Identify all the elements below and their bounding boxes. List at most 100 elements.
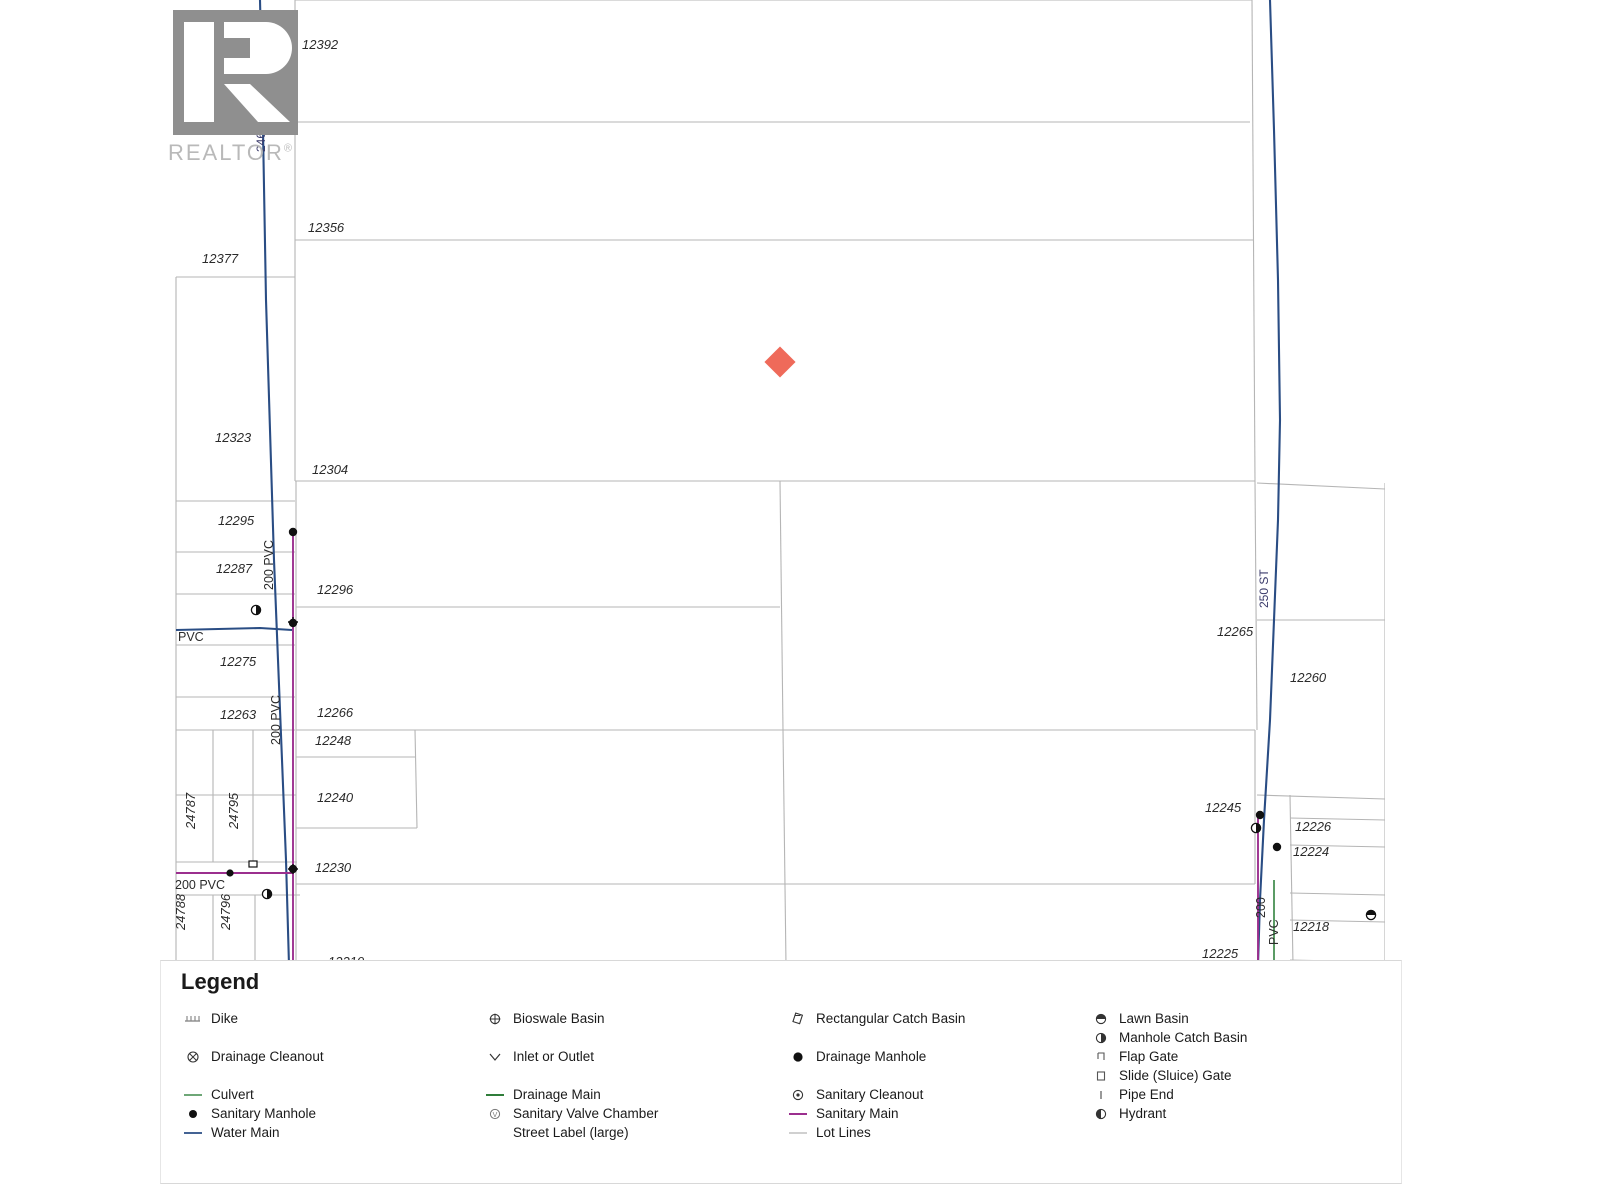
flap-gate-icon xyxy=(1089,1048,1113,1066)
legend-label: Sanitary Valve Chamber xyxy=(513,1106,659,1121)
lawn-basin-icon xyxy=(1089,1010,1113,1028)
svg-text:12266: 12266 xyxy=(317,705,354,720)
legend-label: Drainage Main xyxy=(513,1087,601,1102)
legend-entry-street-label: Street Label (large) xyxy=(483,1123,658,1142)
drainage-manhole-icon xyxy=(288,527,298,537)
svg-text:12248: 12248 xyxy=(315,733,352,748)
svg-text:250 ST: 250 ST xyxy=(1257,569,1271,608)
legend-entry-sanitary-cleanout: Sanitary Cleanout xyxy=(786,1085,965,1104)
legend-label: Drainage Cleanout xyxy=(211,1049,324,1064)
svg-text:12224: 12224 xyxy=(1293,844,1329,859)
svg-text:12225: 12225 xyxy=(1202,946,1239,961)
water-main-line-icon xyxy=(181,1124,205,1142)
legend-label: Pipe End xyxy=(1119,1087,1174,1102)
svg-text:200 PVC: 200 PVC xyxy=(269,695,283,745)
pipe-end-icon xyxy=(288,864,298,874)
legend-entry-dike: Dike xyxy=(181,1009,324,1028)
legend-entry-water-main: Water Main xyxy=(181,1123,324,1142)
water-main-layer xyxy=(175,0,1282,965)
legend-label: Culvert xyxy=(211,1087,254,1102)
svg-text:24796: 24796 xyxy=(218,893,233,931)
drainage-manhole-icon xyxy=(1272,842,1282,852)
sanitary-manhole-icon xyxy=(181,1105,205,1123)
drainage-manhole-icon xyxy=(1255,810,1265,820)
svg-text:12287: 12287 xyxy=(216,561,253,576)
hydrant-icon xyxy=(234,16,246,28)
drainage-manhole-icon xyxy=(786,1048,810,1066)
legend-label: Dike xyxy=(211,1011,239,1026)
structures-layer xyxy=(226,16,1377,921)
legend-label: Hydrant xyxy=(1119,1106,1167,1121)
legend-spacer xyxy=(181,1028,324,1047)
legend-spacer xyxy=(483,1066,658,1085)
sanitary-main-layer xyxy=(176,532,1259,965)
legend-label: Water Main xyxy=(211,1125,280,1140)
legend-entry-manhole-catch-basin: Manhole Catch Basin xyxy=(1089,1028,1247,1047)
parcel-map[interactable]: 12392 12356 12377 12323 12304 12295 1228… xyxy=(160,0,1385,965)
legend-label: Sanitary Main xyxy=(816,1106,899,1121)
lawn-basin-icon xyxy=(1365,909,1377,921)
legend-entry-flap-gate: Flap Gate xyxy=(1089,1047,1247,1066)
legend-entry-drainage-main: Drainage Main xyxy=(483,1085,658,1104)
legend-label: Flap Gate xyxy=(1119,1049,1179,1064)
legend-entry-inlet-or-outlet: Inlet or Outlet xyxy=(483,1047,658,1066)
svg-text:12392: 12392 xyxy=(302,37,339,52)
rectangular-catch-basin-icon xyxy=(248,860,258,868)
hydrant-icon xyxy=(261,888,273,900)
legend-spacer xyxy=(483,1028,658,1047)
street-label-icon xyxy=(483,1124,507,1142)
map-legend: Legend Dike Drainage Cleanout xyxy=(160,960,1402,1184)
pipe-end-icon xyxy=(1089,1086,1113,1104)
legend-entry-rectangular-catch-basin: Rectangular Catch Basin xyxy=(786,1009,965,1028)
bioswale-basin-icon xyxy=(483,1010,507,1028)
hydrant-icon xyxy=(250,604,262,616)
rectangular-catch-basin-icon xyxy=(786,1010,810,1028)
legend-title: Legend xyxy=(181,969,260,994)
svg-text:246 ST: 246 ST xyxy=(254,113,268,152)
legend-column-1: Dike Drainage Cleanout Culvert Sa xyxy=(181,1009,324,1142)
legend-label: Lawn Basin xyxy=(1119,1011,1189,1026)
svg-text:12304: 12304 xyxy=(312,462,348,477)
legend-label: Lot Lines xyxy=(816,1125,871,1140)
svg-text:200 PVC: 200 PVC xyxy=(262,540,276,590)
svg-text:12240: 12240 xyxy=(317,790,354,805)
hydrant-icon xyxy=(1250,822,1262,834)
legend-label: Street Label (large) xyxy=(513,1125,629,1140)
legend-entry-sanitary-valve-chamber: V Sanitary Valve Chamber xyxy=(483,1104,658,1123)
legend-column-4: Lawn Basin Manhole Catch Basin Flap Gate… xyxy=(1089,1009,1247,1123)
legend-label: Manhole Catch Basin xyxy=(1119,1030,1248,1045)
legend-entry-bioswale-basin: Bioswale Basin xyxy=(483,1009,658,1028)
dike-icon xyxy=(181,1010,205,1028)
legend-label: Bioswale Basin xyxy=(513,1011,605,1026)
svg-text:24788: 24788 xyxy=(173,893,188,931)
svg-text:PVC: PVC xyxy=(1267,919,1281,945)
drainage-cleanout-icon xyxy=(181,1048,205,1066)
legend-entry-lawn-basin: Lawn Basin xyxy=(1089,1009,1247,1028)
sanitary-main-line-icon xyxy=(786,1105,810,1123)
svg-text:200: 200 xyxy=(1254,897,1268,918)
property-marker[interactable] xyxy=(764,346,796,378)
svg-text:200 PVC: 200 PVC xyxy=(175,878,225,892)
legend-entry-hydrant: Hydrant xyxy=(1089,1104,1247,1123)
legend-spacer xyxy=(181,1066,324,1085)
legend-label: Inlet or Outlet xyxy=(513,1049,595,1064)
legend-spacer xyxy=(786,1066,965,1085)
lot-lines-layer xyxy=(175,0,1385,965)
pipe-end-icon xyxy=(288,617,298,627)
legend-label: Drainage Manhole xyxy=(816,1049,927,1064)
legend-column-2: Bioswale Basin Inlet or Outlet Drainage … xyxy=(483,1009,658,1142)
culvert-line-icon xyxy=(181,1086,205,1104)
sanitary-manhole-icon xyxy=(226,869,234,877)
legend-entry-drainage-manhole: Drainage Manhole xyxy=(786,1047,965,1066)
drainage-main-line-icon xyxy=(483,1086,507,1104)
svg-text:12295: 12295 xyxy=(218,513,255,528)
pipe-labels-layer: 200 PVC 200 PVC 200 PVC PVC 200 PVC xyxy=(175,540,1281,945)
svg-text:12263: 12263 xyxy=(220,707,257,722)
legend-entry-slide-sluice-gate: Slide (Sluice) Gate xyxy=(1089,1066,1247,1085)
map-canvas[interactable]: 12392 12356 12377 12323 12304 12295 1228… xyxy=(160,0,1385,965)
svg-text:12260: 12260 xyxy=(1290,670,1327,685)
legend-entry-pipe-end: Pipe End xyxy=(1089,1085,1247,1104)
legend-label: Rectangular Catch Basin xyxy=(816,1011,966,1026)
svg-text:12323: 12323 xyxy=(215,430,252,445)
